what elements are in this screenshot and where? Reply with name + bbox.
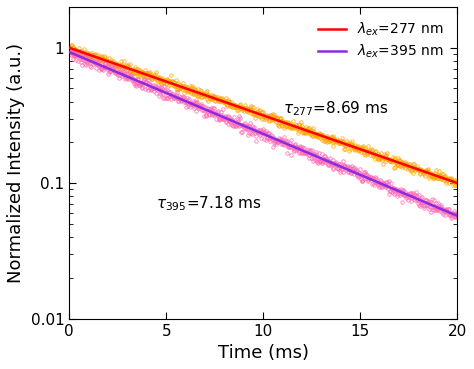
X-axis label: Time (ms): Time (ms): [218, 344, 309, 362]
Legend: $\lambda_{ex}$=277 nm, $\lambda_{ex}$=395 nm: $\lambda_{ex}$=277 nm, $\lambda_{ex}$=39…: [311, 14, 450, 67]
Y-axis label: Normalized Intensity (a.u.): Normalized Intensity (a.u.): [7, 43, 25, 283]
$\lambda_{ex}$=277 nm: [237, 105, 243, 110]
Text: $\tau_{395}$=7.18 ms: $\tau_{395}$=7.18 ms: [156, 194, 262, 213]
$\lambda_{ex}$=395 nm: [376, 180, 382, 185]
$\lambda_{ex}$=277 nm: [223, 100, 229, 105]
$\lambda_{ex}$=395 nm: [106, 66, 111, 71]
$\lambda_{ex}$=395 nm: [223, 116, 229, 120]
$\lambda_{ex}$=277 nm: [333, 138, 338, 143]
$\lambda_{ex}$=395 nm: [455, 214, 460, 218]
$\lambda_{ex}$=277 nm: [369, 151, 375, 155]
$\lambda_{ex}$=277 nm: [106, 59, 111, 64]
$\lambda_{ex}$=395 nm: [66, 50, 72, 54]
$\lambda_{ex}$=277 nm: [66, 45, 72, 50]
$\lambda_{ex}$=395 nm: [237, 122, 243, 126]
$\lambda_{ex}$=277 nm: [455, 181, 460, 185]
$\lambda_{ex}$=277 nm: [376, 154, 382, 158]
Line: $\lambda_{ex}$=395 nm: $\lambda_{ex}$=395 nm: [69, 52, 457, 216]
$\lambda_{ex}$=395 nm: [369, 177, 375, 182]
Text: $\tau_{277}$=8.69 ms: $\tau_{277}$=8.69 ms: [283, 99, 388, 118]
Line: $\lambda_{ex}$=277 nm: $\lambda_{ex}$=277 nm: [69, 48, 457, 183]
$\lambda_{ex}$=395 nm: [333, 162, 338, 167]
